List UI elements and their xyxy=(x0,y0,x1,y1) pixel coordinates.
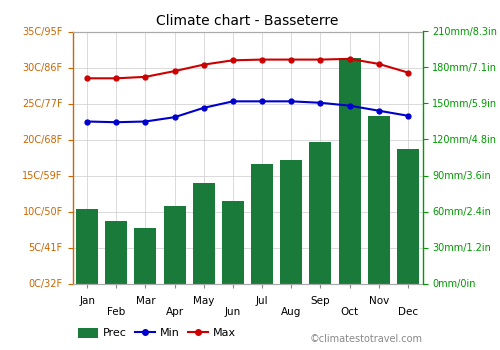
Bar xyxy=(251,163,273,284)
Text: Dec: Dec xyxy=(398,307,418,317)
Bar xyxy=(106,221,127,284)
Text: ©climatestotravel.com: ©climatestotravel.com xyxy=(310,334,422,344)
Title: Climate chart - Basseterre: Climate chart - Basseterre xyxy=(156,14,338,28)
Text: Jun: Jun xyxy=(225,307,241,317)
Text: Sep: Sep xyxy=(310,296,330,306)
Bar xyxy=(397,149,419,284)
Bar xyxy=(76,209,98,284)
Bar xyxy=(193,183,214,284)
Text: Feb: Feb xyxy=(107,307,126,317)
Text: Apr: Apr xyxy=(166,307,184,317)
Text: Nov: Nov xyxy=(368,296,389,306)
Bar xyxy=(222,201,244,284)
Text: Jan: Jan xyxy=(79,296,95,306)
Bar xyxy=(310,142,332,284)
Legend: Prec, Min, Max: Prec, Min, Max xyxy=(78,328,236,338)
Bar xyxy=(368,116,390,284)
Text: Jul: Jul xyxy=(256,296,268,306)
Text: Mar: Mar xyxy=(136,296,155,306)
Bar xyxy=(134,228,156,284)
Bar xyxy=(280,160,302,284)
Text: Aug: Aug xyxy=(281,307,301,317)
Text: May: May xyxy=(193,296,214,306)
Text: Oct: Oct xyxy=(340,307,358,317)
Bar xyxy=(338,58,360,284)
Bar xyxy=(164,205,186,284)
